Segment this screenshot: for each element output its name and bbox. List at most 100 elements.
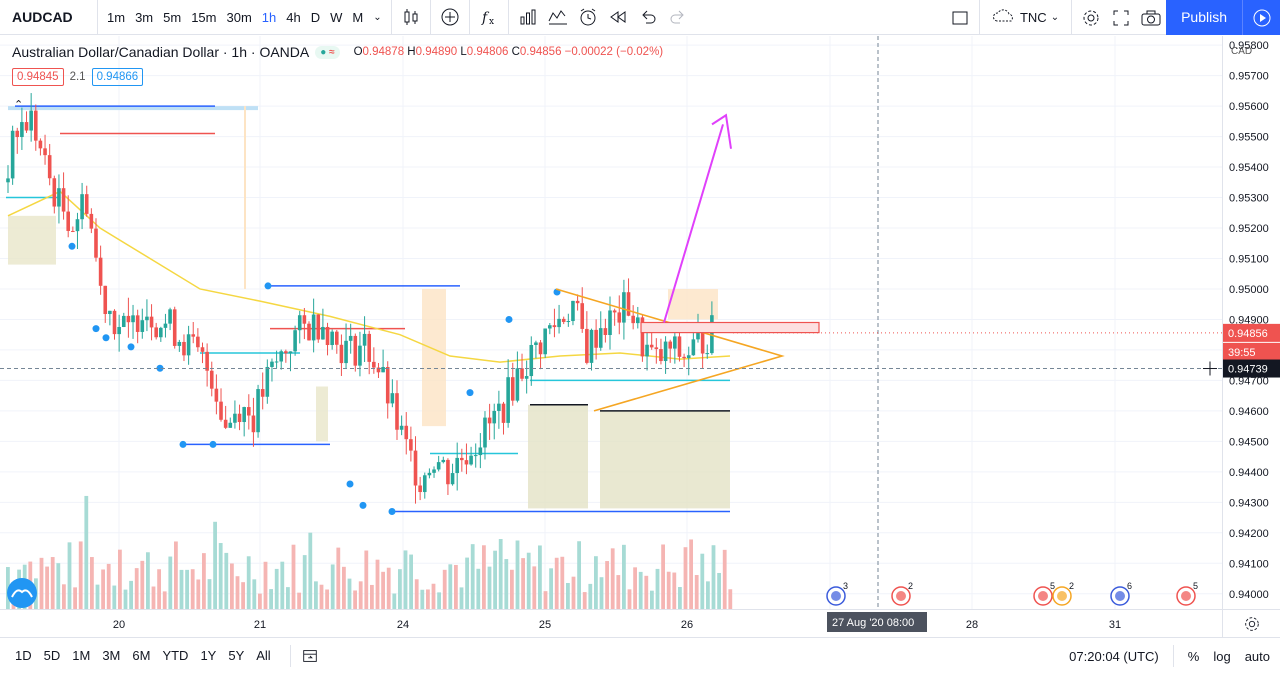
candle-body xyxy=(515,368,520,401)
volume-bar xyxy=(162,591,167,609)
interval-4h[interactable]: 4h xyxy=(286,9,301,25)
market-status-badge[interactable]: ● ≈ xyxy=(315,45,340,59)
candle-body xyxy=(274,361,279,363)
range-all[interactable]: All xyxy=(256,648,271,663)
layout-selector[interactable]: TNC ⌄ xyxy=(984,9,1067,26)
interval-w[interactable]: W xyxy=(330,9,343,25)
volume-bar xyxy=(526,552,531,609)
price-chart[interactable]: 3 2 5 2 6 5 ⌃ xyxy=(0,36,1222,609)
interval-3m[interactable]: 3m xyxy=(135,9,154,25)
axis-settings-gear-icon[interactable] xyxy=(1222,609,1280,637)
range-1d[interactable]: 1D xyxy=(15,648,32,663)
volume-bar xyxy=(336,547,341,609)
interval-d[interactable]: D xyxy=(310,9,321,25)
price-axis[interactable]: 0.95800 0.95700 0.95600 0.95500 0.95400 0.953… xyxy=(1222,36,1280,609)
candle-body xyxy=(538,342,543,355)
fullscreen-expand-icon[interactable] xyxy=(1106,0,1136,35)
interval-1h[interactable]: 1h xyxy=(261,9,277,25)
candle-body xyxy=(385,366,390,404)
publish-button[interactable]: Publish xyxy=(1166,0,1242,35)
candle-body xyxy=(548,325,552,329)
interval-30m[interactable]: 30m xyxy=(226,9,252,25)
time-tick-label: 25 xyxy=(539,619,551,631)
volume-bar xyxy=(263,561,268,609)
low-value: 0.94806 xyxy=(466,46,509,58)
candle-body xyxy=(209,370,214,389)
compare-plus-icon[interactable] xyxy=(435,0,465,35)
range-5y[interactable]: 5Y xyxy=(228,648,245,663)
alert-clock-icon[interactable] xyxy=(573,0,603,35)
goto-date-icon[interactable] xyxy=(295,638,325,673)
auto-scale-toggle[interactable]: auto xyxy=(1244,648,1270,664)
fullscreen-square-icon[interactable] xyxy=(945,0,975,35)
economic-event-flag-icon xyxy=(1181,591,1191,601)
high-value: 0.94890 xyxy=(415,46,458,58)
candle-body xyxy=(501,403,506,423)
interval-15m[interactable]: 15m xyxy=(191,9,217,25)
candle-body xyxy=(455,457,459,474)
time-axis[interactable]: 20 21 24 25 26 28 31 27 Aug '20 08:00 xyxy=(0,609,1222,637)
bid-price[interactable]: 0.94845 xyxy=(12,68,64,86)
settings-gear-icon[interactable] xyxy=(1076,0,1106,35)
interval-1m[interactable]: 1m xyxy=(107,9,126,25)
candle-body xyxy=(98,257,103,286)
event-count-label: 6 xyxy=(1127,581,1132,591)
range-1m[interactable]: 1M xyxy=(72,648,91,663)
candles-icon[interactable] xyxy=(396,0,426,35)
range-ytd[interactable]: YTD xyxy=(162,648,189,663)
ask-price[interactable]: 0.94866 xyxy=(91,68,144,86)
volume-bar xyxy=(112,585,117,609)
series-title[interactable]: Australian Dollar/Canadian Dollar · 1h ·… xyxy=(12,44,310,60)
divider xyxy=(468,0,470,35)
volume-bar xyxy=(280,561,285,609)
range-1y[interactable]: 1Y xyxy=(200,648,217,663)
economic-event-flag-icon xyxy=(1057,591,1067,601)
candle-body xyxy=(617,312,622,323)
volume-bar xyxy=(106,563,111,609)
undo-icon[interactable] xyxy=(633,0,663,35)
range-5d[interactable]: 5D xyxy=(43,648,61,663)
volume-bar xyxy=(571,576,576,609)
clock-utc[interactable]: 07:20:04 (UTC) xyxy=(1069,648,1159,664)
candle-body xyxy=(112,310,117,335)
interval-dropdown-icon[interactable]: ⌄ xyxy=(373,11,382,23)
interval-5m[interactable]: 5m xyxy=(163,9,182,25)
volume-bar xyxy=(711,545,716,609)
percent-scale-toggle[interactable]: % xyxy=(1187,648,1200,664)
log-scale-toggle[interactable]: log xyxy=(1213,648,1231,664)
templates-icon[interactable] xyxy=(543,0,573,35)
range-3m[interactable]: 3M xyxy=(102,648,121,663)
candle-body xyxy=(668,341,673,349)
cloud-icon xyxy=(992,9,1016,26)
candle-body xyxy=(552,325,557,328)
divider xyxy=(289,644,291,667)
volume-bar xyxy=(722,549,727,609)
chart-pane[interactable]: 3 2 5 2 6 5 ⌃ xyxy=(0,36,1222,609)
candle-body xyxy=(663,341,668,362)
volume-bar xyxy=(157,569,161,609)
candle-body xyxy=(84,194,89,214)
replay-icon[interactable] xyxy=(603,0,633,35)
volume-bar xyxy=(437,592,441,609)
candle-body xyxy=(20,122,24,138)
camera-snapshot-icon[interactable] xyxy=(1136,0,1166,35)
volume-bar xyxy=(650,590,654,609)
pivot-dot xyxy=(346,480,354,488)
symbol-search[interactable]: AUDCAD xyxy=(0,0,98,35)
range-6m[interactable]: 6M xyxy=(132,648,151,663)
volume-bar xyxy=(297,592,301,609)
play-icon[interactable] xyxy=(1242,0,1280,35)
candle-body xyxy=(126,315,131,323)
candle-body xyxy=(399,425,404,430)
bottom-right-controls: 07:20:04 (UTC) % log auto xyxy=(1069,638,1270,674)
interval-m[interactable]: M xyxy=(352,9,364,25)
volume-bar xyxy=(358,581,363,609)
candle-body xyxy=(135,315,140,332)
volume-bar xyxy=(325,589,329,609)
redo-icon[interactable] xyxy=(663,0,693,35)
financials-icon[interactable] xyxy=(513,0,543,35)
volume-bar xyxy=(538,545,542,609)
economic-event-flag-icon xyxy=(1038,591,1048,601)
candle-body xyxy=(478,447,483,456)
